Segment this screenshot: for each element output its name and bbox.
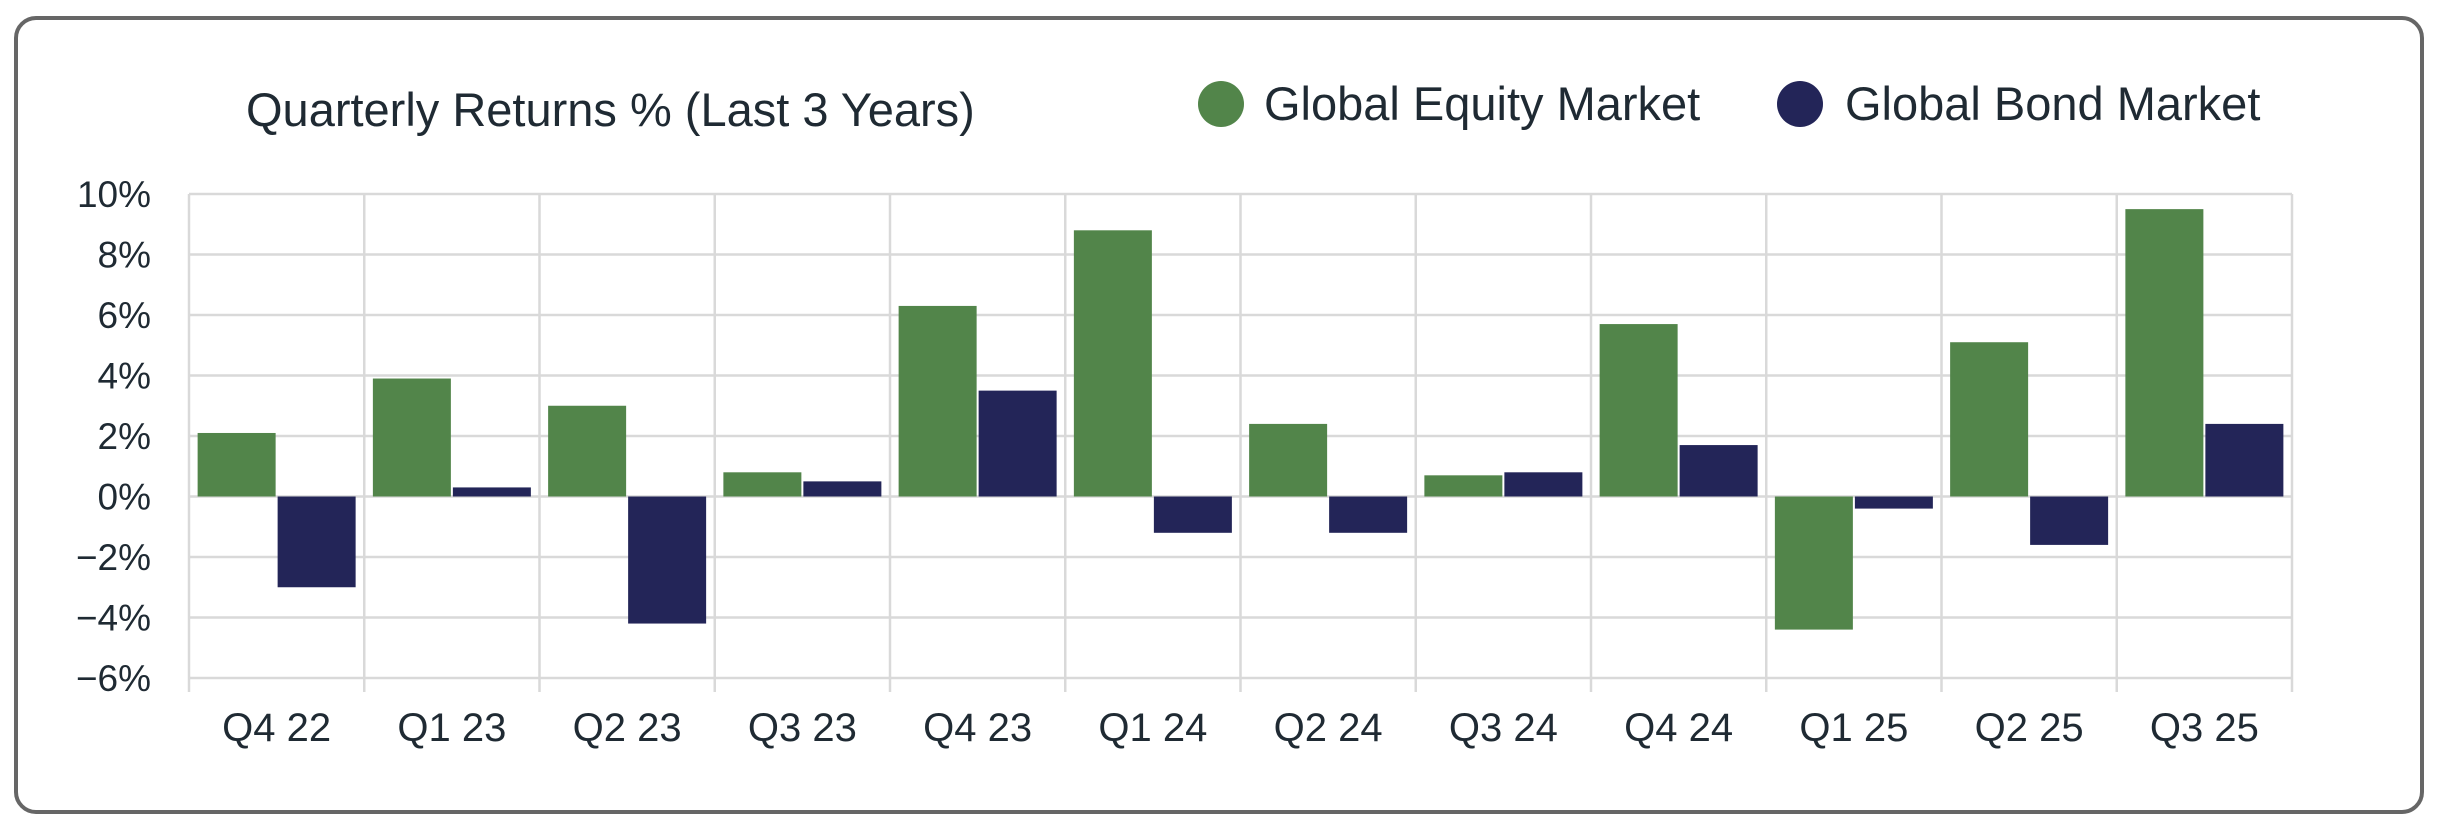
legend-swatch-bond (1777, 81, 1823, 127)
x-axis-ticks: Q4 22 Q1 23 Q2 23 Q3 23 Q4 23 Q1 24 Q2 24 Q3 24… (222, 706, 2259, 750)
bar-equity (2125, 209, 2204, 497)
bar-equity (1073, 230, 1152, 497)
bar-bond (1153, 496, 1232, 533)
x-tick-label: Q3 25 (2150, 706, 2259, 750)
x-tick-label: Q4 24 (1624, 706, 1733, 750)
legend: Global Equity Market Global Bond Market (1198, 77, 2260, 130)
bar-equity (372, 378, 451, 497)
x-tick-label: Q3 23 (748, 706, 857, 750)
bar-bond (452, 487, 531, 497)
legend-swatch-equity (1198, 81, 1244, 127)
chart-title: Quarterly Returns % (Last 3 Years) (246, 83, 975, 136)
x-tick-label: Q4 23 (923, 706, 1032, 750)
y-tick-label: 8% (98, 235, 151, 276)
y-tick-label: 2% (98, 416, 151, 457)
x-tick-label: Q1 23 (397, 706, 506, 750)
bar-bond (1854, 496, 1933, 509)
bar-equity (723, 472, 802, 497)
bar-bond (978, 390, 1057, 497)
bar-bond (1504, 472, 1583, 497)
bar-equity (1249, 423, 1328, 497)
y-tick-label: −2% (76, 537, 151, 578)
bar-bond (277, 496, 356, 588)
bar-equity (1950, 342, 2029, 497)
bar-bond (2030, 496, 2109, 545)
y-tick-label: −6% (76, 658, 151, 699)
y-tick-label: 0% (98, 477, 151, 518)
bars (197, 209, 2284, 630)
x-tick-label: Q2 23 (573, 706, 682, 750)
x-tick-label: Q3 24 (1449, 706, 1558, 750)
legend-label-equity: Global Equity Market (1264, 77, 1700, 130)
bar-equity (1599, 324, 1678, 497)
legend-label-bond: Global Bond Market (1845, 77, 2260, 130)
x-tick-label: Q2 25 (1975, 706, 2084, 750)
bar-bond (628, 496, 707, 624)
bar-bond (803, 481, 882, 497)
x-tick-label: Q4 22 (222, 706, 331, 750)
y-axis-ticks: 10% 8% 6% 4% 2% 0% −2% −4% −6% (76, 174, 151, 699)
bar-bond (2205, 423, 2284, 497)
gridlines (187, 192, 2294, 692)
bar-equity (1424, 475, 1503, 497)
bar-equity (548, 405, 627, 497)
bar-equity (898, 305, 977, 497)
x-tick-label: Q2 24 (1274, 706, 1383, 750)
bar-equity (1774, 496, 1853, 630)
bar-equity (197, 432, 276, 497)
y-tick-label: 4% (98, 356, 151, 397)
bar-bond (1329, 496, 1408, 533)
bar-bond (1679, 445, 1758, 497)
y-tick-label: −4% (76, 598, 151, 639)
y-tick-label: 10% (77, 174, 151, 215)
y-tick-label: 6% (98, 295, 151, 336)
x-tick-label: Q1 25 (1799, 706, 1908, 750)
x-tick-label: Q1 24 (1098, 706, 1207, 750)
